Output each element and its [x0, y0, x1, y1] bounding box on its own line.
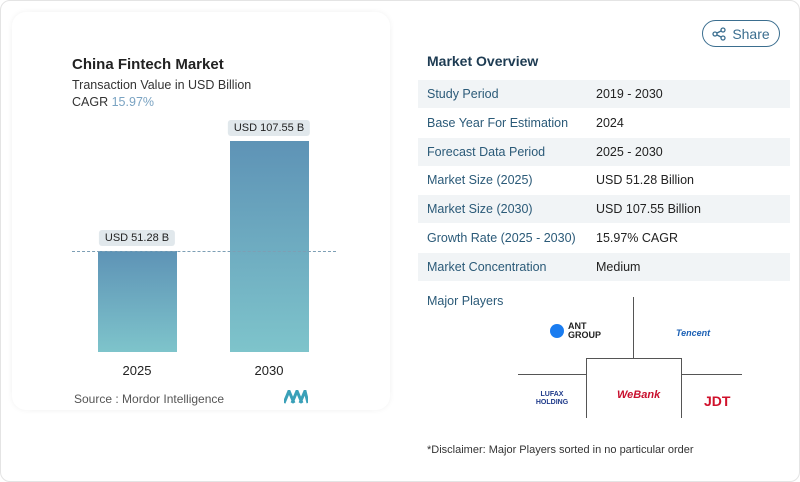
data-label: USD 51.28 B: [98, 230, 176, 247]
share-button[interactable]: Share: [702, 20, 780, 47]
bar-2030: [230, 141, 309, 352]
chart-subtitle: Transaction Value in USD Billion: [72, 78, 252, 92]
overview-row: Forecast Data Period 2025 - 2030: [418, 137, 790, 167]
row-value: USD 51.28 Billion: [596, 173, 694, 188]
source: Source : Mordor Intelligence: [74, 392, 225, 406]
overview-row: Market Concentration Medium: [418, 252, 790, 282]
logo-webank: WeBank: [617, 389, 661, 401]
logo-box: [586, 358, 682, 418]
cagr-value: 15.97%: [111, 95, 155, 109]
row-value: USD 107.55 Billion: [596, 202, 701, 217]
row-label: Market Concentration: [427, 259, 547, 274]
row-value: Medium: [596, 259, 641, 274]
row-value: 15.97% CAGR: [596, 231, 678, 245]
logo-tencent: Tencent: [676, 328, 711, 338]
players-title: Major Players: [427, 294, 504, 308]
bar-2025: [98, 251, 177, 352]
mordor-logo-icon: [284, 390, 308, 404]
overview-row: Base Year For Estimation 2024: [418, 109, 790, 138]
logo-lufax: LUFAX HOLDING: [535, 391, 569, 406]
row-value: 2025 - 2030: [596, 144, 663, 159]
divider: [681, 374, 742, 375]
data-label: USD 107.55 B: [227, 120, 311, 136]
row-label: Study Period: [427, 87, 499, 101]
row-value: 2019 - 2030: [596, 87, 663, 101]
overview-row: Study Period 2019 - 2030: [418, 80, 790, 109]
cagr: CAGR 15.97%: [72, 95, 154, 109]
overview-title: Market Overview: [427, 53, 539, 69]
chart-card: [12, 12, 390, 410]
x-tick-label: 2030: [254, 363, 284, 378]
row-value: 2024: [596, 115, 624, 130]
disclaimer: *Disclaimer: Major Players sorted in no …: [427, 444, 694, 456]
divider: [518, 374, 586, 375]
overview-row: Market Size (2030) USD 107.55 Billion: [418, 195, 790, 225]
row-label: Market Size (2030): [427, 202, 533, 217]
row-label: Base Year For Estimation: [427, 115, 569, 130]
cagr-label: CAGR: [72, 95, 109, 109]
logo-jdt: JDT: [704, 393, 731, 409]
logo-ant-group: ANT GROUP: [550, 322, 601, 340]
x-tick-label: 2025: [122, 363, 152, 378]
row-label: Forecast Data Period: [427, 144, 546, 159]
row-label: Growth Rate (2025 - 2030): [427, 231, 576, 245]
row-label: Market Size (2025): [427, 173, 533, 188]
share-label: Share: [732, 25, 770, 42]
chart-title: China Fintech Market: [72, 56, 224, 73]
ant-icon: [550, 324, 564, 338]
reference-line: [72, 251, 336, 253]
overview-row: Market Size (2025) USD 51.28 Billion: [418, 166, 790, 196]
overview-row: Growth Rate (2025 - 2030) 15.97% CAGR: [418, 224, 790, 253]
share-icon: [712, 26, 726, 41]
divider: [633, 297, 634, 359]
